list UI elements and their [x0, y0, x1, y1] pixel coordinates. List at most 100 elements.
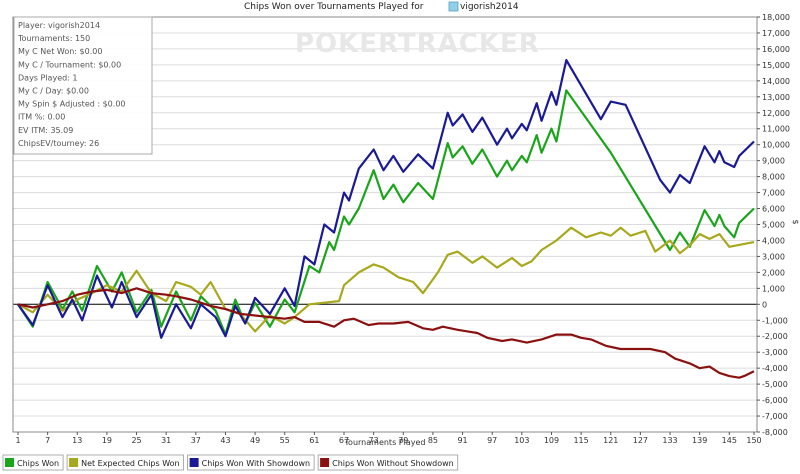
stats-panel: Player: vigorish2014 Tournaments: 150 My C… [13, 16, 153, 155]
x-tick-label: 133 [662, 436, 677, 445]
y-tick-label: 9,000 [762, 157, 785, 166]
x-tick-label: 79 [398, 436, 408, 445]
x-tick-label: 109 [544, 436, 559, 445]
legend-swatch [320, 458, 330, 467]
x-tick-label: 121 [603, 436, 618, 445]
x-tick-label: 145 [722, 436, 737, 445]
x-tick-label: 67 [339, 436, 349, 445]
stats-line: My C / Day: $0.00 [18, 87, 89, 96]
legend-item: Chips Won With Showdown [187, 454, 315, 471]
stats-panel-box [13, 16, 153, 155]
y-tick-label: 6,000 [762, 205, 785, 214]
stats-line: EV ITM: 35.09 [18, 126, 73, 135]
y-tick-label: 16,000 [762, 45, 790, 54]
x-tick-label: 19 [102, 436, 112, 445]
y-tick-label: -3,000 [762, 348, 788, 357]
legend-label: Chips Won Without Showdown [332, 459, 454, 468]
watermark-logo: POKERTRACKER [295, 29, 540, 59]
y-tick-label: 18,000 [762, 13, 790, 22]
y-tick-label: 12,000 [762, 109, 790, 118]
x-tick-label: 73 [369, 436, 379, 445]
x-tick-label: 115 [573, 436, 588, 445]
y-tick-label: 11,000 [762, 125, 790, 134]
x-tick-label: 103 [514, 436, 529, 445]
y-tick-label: -1,000 [762, 316, 788, 325]
y-tick-label: 8,000 [762, 173, 785, 182]
y-tick-label: -7,000 [762, 412, 788, 421]
legend-swatch [5, 458, 14, 467]
y-tick-label: -2,000 [762, 332, 788, 341]
chart-title: Chips Won over Tournaments Played for [244, 2, 424, 12]
y-tick-label: 0 [762, 300, 767, 309]
x-tick-label: 13 [72, 436, 82, 445]
stats-line: My C / Tournament: $0.00 [18, 60, 121, 69]
chart-title-player: vigorish2014 [460, 2, 519, 12]
y-tick-label: 3,000 [762, 252, 785, 261]
y-tick-label: 17,000 [762, 29, 790, 38]
y-tick-label: 10,000 [762, 141, 790, 150]
y-axis: -8,000 -7,000 -6,000 -5,000 -4,000 -3,000 -2,0… [757, 13, 790, 437]
x-tick-label: 7 [45, 436, 50, 445]
stats-line: My Spin $ Adjusted : $0.00 [18, 100, 126, 109]
x-axis: 1 7 13 19 25 31 37 43 49 55 61 67 73 79 85 91 97 103 109 11… [15, 432, 762, 445]
y-tick-label: -5,000 [762, 380, 788, 389]
stats-lines: Player: vigorish2014 Tournaments: 150 My C… [17, 21, 126, 148]
legend-item: Chips Won [2, 454, 64, 471]
series-line-net-expected-chips-won [17, 226, 755, 333]
y-tick-label: -6,000 [762, 396, 788, 405]
legend-label: Chips Won [17, 459, 59, 468]
y-tick-label: 1,000 [762, 284, 785, 293]
legend-label: Net Expected Chips Won [81, 459, 180, 468]
legend-item-border [317, 454, 459, 471]
legend: Chips Won Net Expected Chips Won Chips Won… [2, 454, 459, 471]
legend-item: Net Expected Chips Won [66, 454, 185, 471]
x-tick-label: 127 [633, 436, 648, 445]
x-axis-label: Tournaments Played [344, 438, 426, 447]
series-line-chips-won [17, 89, 755, 336]
y-axis-label: $ [791, 219, 800, 224]
stats-line: ChipsEV/tourney: 26 [18, 139, 99, 148]
series-line-chips-won-with-showdown [17, 59, 755, 339]
legend-item-border [187, 454, 315, 471]
y-tick-label: 7,000 [762, 189, 785, 198]
player-flag-icon [448, 1, 459, 12]
legend-item: Chips Won Without Showdown [317, 454, 459, 471]
legend-swatch [189, 458, 199, 467]
chart-title-prefix: Chips Won over Tournaments Played for [244, 2, 424, 12]
grid-layer [13, 16, 757, 433]
x-tick-label: 37 [191, 436, 201, 445]
y-tick-label: 5,000 [762, 221, 785, 230]
series-layer [17, 59, 755, 379]
x-tick-label: 43 [220, 436, 230, 445]
x-tick-label: 91 [457, 436, 467, 445]
y-tick-label: -8,000 [762, 428, 788, 437]
stats-line: My C Net Won: $0.00 [18, 47, 102, 56]
stats-line: Days Played: 1 [18, 73, 78, 82]
y-tick-label: 2,000 [762, 268, 785, 277]
x-tick-label: 55 [280, 436, 290, 445]
y-tick-label: 14,000 [762, 77, 790, 86]
x-tick-label: 1 [15, 436, 20, 445]
x-tick-label: 97 [487, 436, 497, 445]
stats-line: ITM %: 0.00 [18, 113, 65, 122]
legend-swatch [69, 458, 79, 467]
y-tick-label: -4,000 [762, 364, 788, 373]
stats-line: Player: vigorish2014 [18, 21, 100, 30]
x-tick-label: 139 [692, 436, 707, 445]
series-line-chips-won-without-showdown [17, 287, 755, 379]
legend-item-border [66, 454, 185, 471]
x-tick-label: 61 [309, 436, 319, 445]
stats-line: Tournaments: 150 [17, 34, 90, 43]
x-tick-label: 31 [161, 436, 171, 445]
y-tick-label: 15,000 [762, 61, 790, 70]
x-tick-label: 49 [250, 436, 260, 445]
y-tick-label: 4,000 [762, 236, 785, 245]
legend-item-border [2, 454, 64, 471]
x-tick-label: 25 [131, 436, 141, 445]
y-tick-label: 13,000 [762, 93, 790, 102]
x-tick-label: 150 [746, 436, 761, 445]
x-tick-label: 85 [428, 436, 438, 445]
legend-label: Chips Won With Showdown [202, 459, 311, 468]
